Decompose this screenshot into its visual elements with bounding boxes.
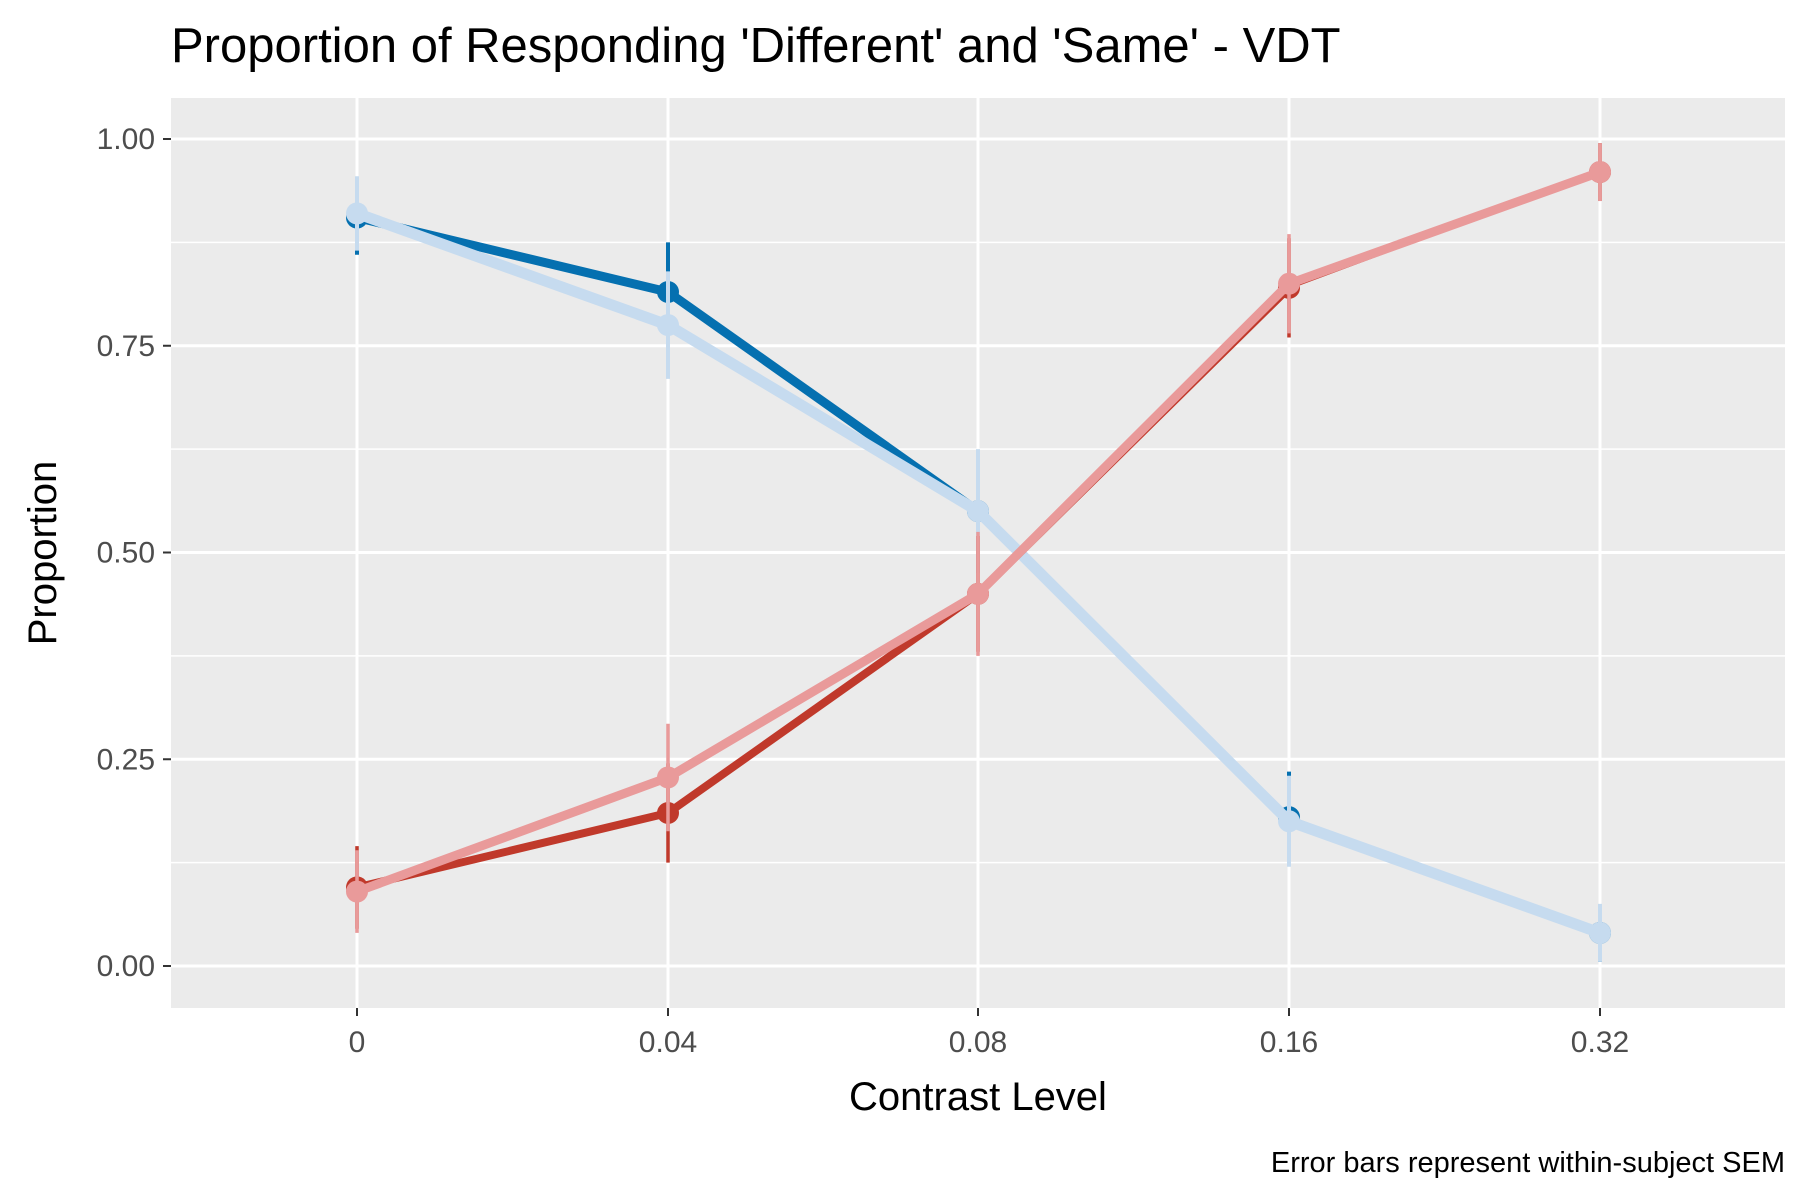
x-tick-label: 0.32 [1571,1026,1629,1059]
y-tick-label: 0.25 [97,743,155,776]
series-line-segment [662,319,984,517]
data-point [967,582,989,605]
series-layer [346,143,1611,962]
data-point [657,314,679,337]
y-tick-label: 1.00 [97,123,155,156]
data-point [346,880,368,903]
series-1 [346,176,1611,962]
data-point [1589,921,1611,944]
series-line-segment [1283,815,1606,939]
series-line-segment [1284,167,1605,289]
x-tick-label: 0 [349,1026,366,1059]
series-3 [346,143,1611,933]
x-axis-title: Contrast Level [849,1075,1107,1119]
series-line-segment [972,505,1295,827]
y-tick-label: 0.75 [97,330,155,363]
series-line-segment [663,589,983,782]
chart-caption: Error bars represent within-subject SEM [1271,1147,1785,1179]
data-point [967,500,989,523]
y-tick-label: 0.00 [97,950,155,983]
data-point [1589,161,1611,184]
axis-layer: 0.00 0.25 0.50 0.75 1.00 0 0.04 0.08 0.16 0.32 [97,123,1630,1059]
y-axis-title: Proportion [21,461,65,646]
x-tick-label: 0.16 [1260,1026,1318,1059]
y-tick-label: 0.50 [97,537,155,570]
series-line-segment [973,279,1294,599]
chart-title: Proportion of Responding 'Different' and… [171,19,1341,73]
data-point [657,766,679,789]
x-tick-label: 0.04 [639,1026,697,1059]
x-tick-label: 0.08 [949,1026,1007,1059]
series-line-segment [351,207,674,331]
data-point [346,202,368,225]
series-line-segment [352,772,673,897]
data-point [1278,272,1300,295]
series-line-segment [664,589,982,818]
data-point [1278,810,1300,833]
